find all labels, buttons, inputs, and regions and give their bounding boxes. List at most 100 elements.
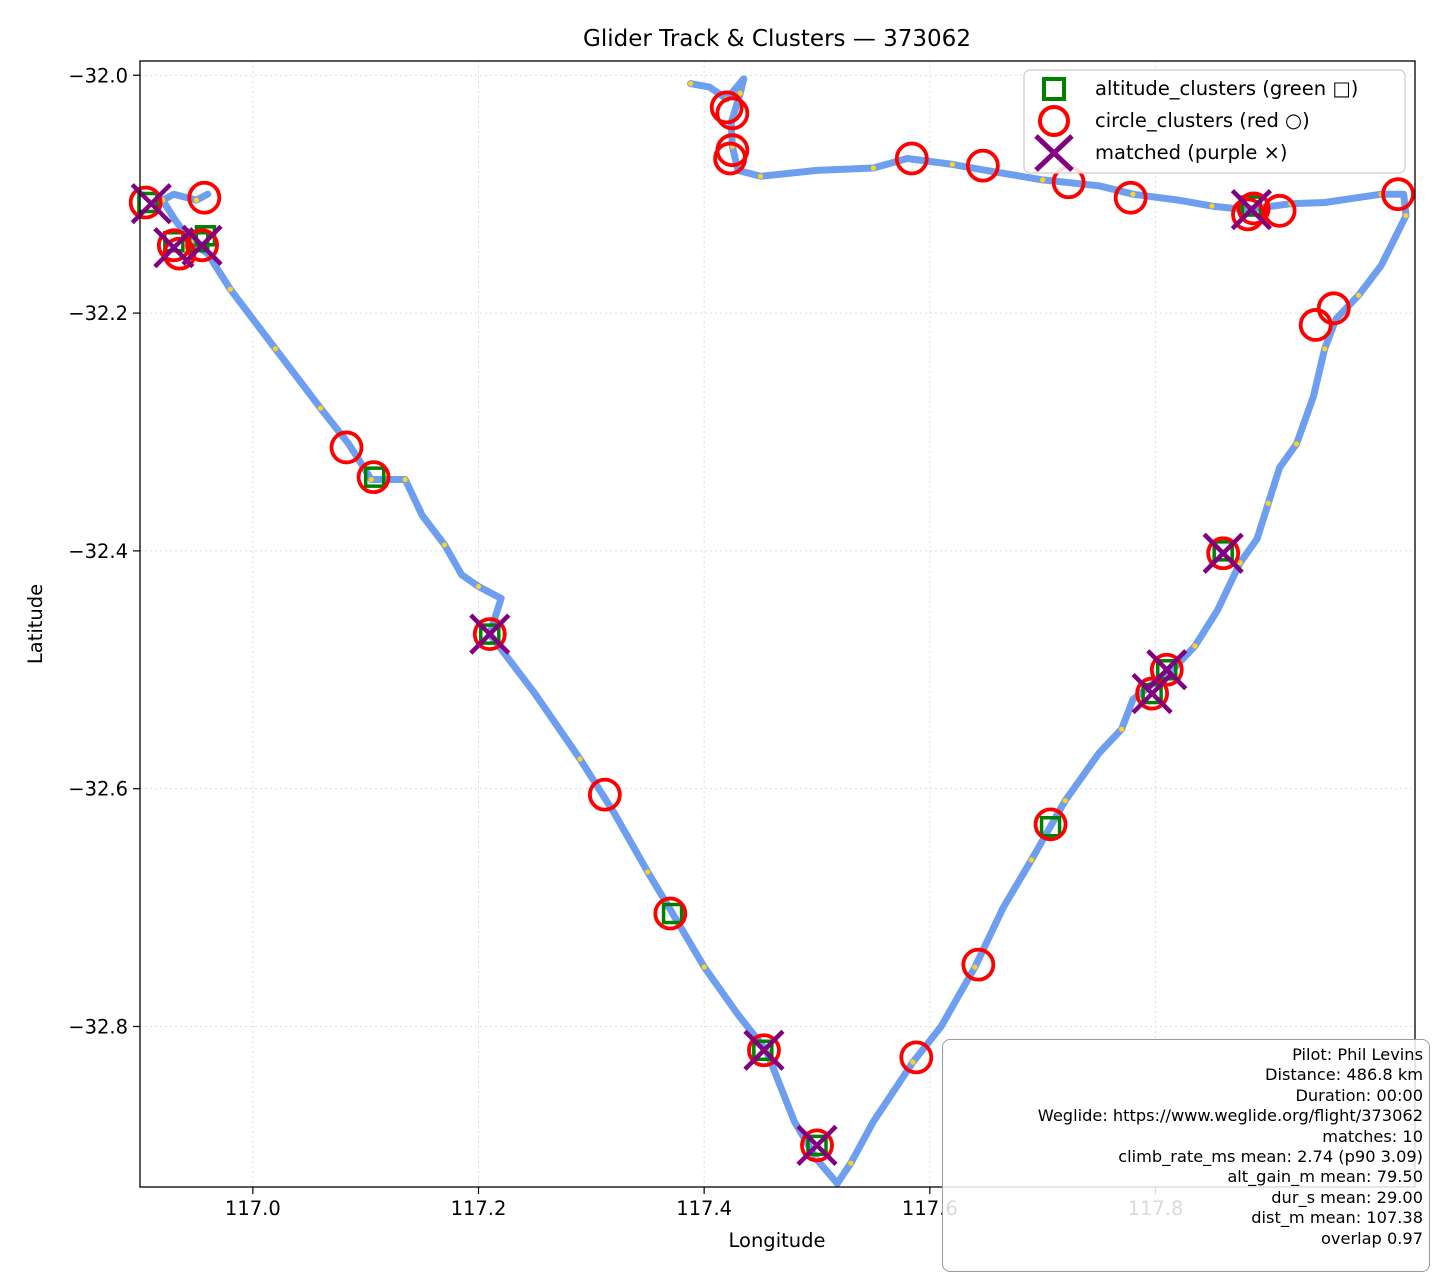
circle-cluster-marker <box>1262 193 1297 228</box>
circle-cluster-marker <box>329 430 364 465</box>
matched-marker-stroke <box>1202 532 1244 574</box>
y-tick-label: −32.0 <box>68 64 128 87</box>
track-fix-point <box>272 346 278 352</box>
legend-altitude-label: altitude_clusters (green □) <box>1095 77 1358 100</box>
track-fix-point <box>870 165 877 171</box>
y-tick-label: −32.8 <box>68 1015 128 1038</box>
matched-markers <box>130 183 1272 1166</box>
y-tick-label: −32.6 <box>68 778 128 801</box>
matched-marker-stroke <box>130 183 172 225</box>
track-fix-point <box>1209 203 1215 209</box>
circle-cluster-marker <box>128 185 163 220</box>
track-fix-point <box>1322 346 1328 352</box>
x-tick-label: 117.0 <box>225 1197 281 1220</box>
matched-marker <box>1131 672 1173 715</box>
circle-cluster-marker <box>1298 308 1333 342</box>
track-fix-point <box>577 756 583 762</box>
track-fix-point <box>1062 797 1068 804</box>
circle-cluster-marker <box>1206 536 1241 571</box>
matched-marker <box>181 224 223 266</box>
matched-marker-stroke <box>743 1029 785 1071</box>
circle-cluster-marker <box>1033 807 1068 842</box>
track-fix-point <box>368 476 374 483</box>
track-fix-point <box>757 173 764 179</box>
track-fix-point <box>1403 212 1409 219</box>
info-climb-rate: climb_rate_ms mean: 2.74 (p90 3.09) <box>1118 1147 1423 1167</box>
flight-info-box: Pilot: Phil Levins Distance: 486.8 km Du… <box>942 1039 1430 1272</box>
track-fix-point <box>645 869 651 875</box>
circle-cluster-marker <box>185 228 219 263</box>
altitude-cluster-marker <box>479 623 501 645</box>
altitude-clusters <box>137 191 1263 1157</box>
track-path <box>159 75 1410 1187</box>
circle-cluster-marker <box>747 1033 781 1068</box>
track-fix-point <box>737 90 743 96</box>
y-axis-ticks: −32.0 −32.2 −32.4 −32.6 −32.8 <box>68 64 140 1038</box>
circle-cluster-marker <box>1316 291 1351 326</box>
track-fix-point <box>402 476 408 483</box>
altitude-cluster-marker <box>137 191 159 214</box>
circle-cluster-marker <box>709 90 744 125</box>
matched-marker <box>130 183 172 225</box>
track-fix-point <box>1293 441 1300 447</box>
info-distance: Distance: 486.8 km <box>1264 1065 1423 1085</box>
altitude-cluster-marker <box>806 1134 828 1157</box>
track-fix-point <box>1130 191 1136 197</box>
x-tick-label: 117.2 <box>451 1197 507 1220</box>
circle-cluster-marker <box>472 617 507 652</box>
circle-cluster-marker <box>1135 676 1170 711</box>
circle-cluster-marker <box>1231 197 1265 232</box>
circle-cluster-marker <box>1149 652 1184 687</box>
circle-cluster-marker <box>713 141 748 176</box>
circle-cluster-marker <box>1236 191 1271 226</box>
info-pilot: Pilot: Phil Levins <box>1292 1045 1423 1064</box>
altitude-cluster-marker <box>661 902 684 925</box>
track-fix-point <box>193 197 200 203</box>
track-fix-point <box>949 161 955 168</box>
circle-cluster-marker <box>899 1040 934 1075</box>
info-overlap: overlap 0.97 <box>1321 1228 1423 1248</box>
matched-marker <box>469 613 511 655</box>
track-fix-point <box>442 542 448 548</box>
altitude-cluster-marker <box>752 1039 774 1062</box>
circle-cluster-marker <box>356 460 391 495</box>
y-axis-label: Latitude <box>24 584 47 664</box>
matched-marker <box>1202 532 1244 574</box>
circle-cluster-marker <box>800 1128 834 1163</box>
info-alt-gain: alt_gain_m mean: 79.50 <box>1227 1167 1423 1187</box>
fix-points <box>159 80 1409 1166</box>
info-weglide-link[interactable]: Weglide: https://www.weglide.org/flight/… <box>1037 1106 1423 1126</box>
info-duration-mean: dur_s mean: 29.00 <box>1271 1187 1423 1207</box>
track-fix-point <box>688 80 694 87</box>
track-fix-point <box>475 583 482 590</box>
grid <box>140 61 1415 1187</box>
legend-matched-label: matched (purple ×) <box>1095 141 1288 164</box>
circle-cluster-marker <box>1381 177 1415 212</box>
matched-marker-stroke <box>1131 672 1173 715</box>
track-fix-point <box>910 1059 916 1065</box>
info-duration: Duration: 00:00 <box>1295 1085 1423 1105</box>
y-tick-label: −32.2 <box>68 302 128 325</box>
legend-matched-marker <box>1034 134 1074 172</box>
track-fix-point <box>1119 726 1125 732</box>
info-matches: matches: 10 <box>1322 1126 1423 1146</box>
x-axis-label: Longitude <box>729 1229 826 1252</box>
altitude-cluster-marker <box>1039 815 1062 838</box>
altitude-cluster-marker <box>363 466 386 488</box>
circle-cluster-marker <box>961 947 996 982</box>
track-fix-point <box>1192 643 1198 649</box>
matched-marker <box>796 1124 838 1166</box>
plot-frame <box>139 60 1416 1188</box>
matched-marker-stroke <box>796 1124 838 1166</box>
track-fix-point <box>1265 500 1271 506</box>
circle-cluster-marker <box>894 141 929 176</box>
track-fix-point <box>1237 560 1243 566</box>
track-fix-point <box>1355 292 1362 298</box>
chart-title: Glider Track & Clusters — 373062 <box>583 26 971 52</box>
circle-cluster-marker <box>187 180 222 215</box>
x-tick-label: 117.4 <box>676 1197 732 1220</box>
y-tick-label: −32.4 <box>68 540 128 563</box>
circle-cluster-marker <box>965 148 1000 183</box>
matched-marker-stroke <box>1146 649 1188 691</box>
